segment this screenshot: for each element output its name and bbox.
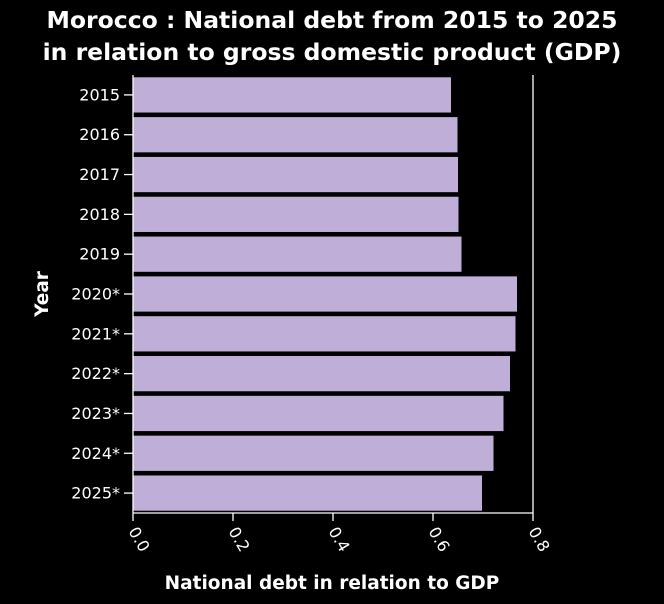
bar-2020-proj (133, 276, 517, 312)
bar-2023-proj (133, 395, 504, 432)
y-tick-label: 2024* (71, 444, 120, 463)
y-axis-label: Year (32, 270, 53, 318)
y-tick-label: 2018 (79, 205, 120, 224)
y-tick-label: 2015 (79, 85, 120, 104)
bar-2021-proj (133, 316, 516, 352)
bar-2016 (133, 117, 458, 153)
y-tick-label: 2019 (79, 245, 120, 264)
y-tick-label: 2022* (71, 364, 120, 383)
y-tick-label: 2020* (71, 285, 120, 304)
bar-2022-proj (133, 356, 510, 392)
bar-2025-proj (133, 475, 482, 511)
bar-2019 (133, 236, 462, 272)
y-tick-label: 2025* (71, 484, 120, 503)
x-axis-label: National debt in relation to GDP (165, 573, 500, 594)
y-tick-label: 2017 (79, 165, 120, 184)
y-tick-label: 2023* (71, 404, 120, 423)
plot-area: 2015 2016 2017 2018 2019 2020* 2021* 2022* 2023*… (71, 75, 554, 555)
bar-2024-proj (133, 435, 494, 471)
chart-title-line-1: Morocco : National debt from 2015 to 202… (47, 6, 618, 34)
y-tick-label: 2016 (79, 125, 120, 144)
bar-2017 (133, 156, 458, 193)
y-tick-label: 2021* (71, 324, 120, 343)
bar-2015 (133, 77, 451, 113)
chart-title-line-2: in relation to gross domestic product (G… (43, 38, 622, 66)
bar-2018 (133, 196, 459, 232)
